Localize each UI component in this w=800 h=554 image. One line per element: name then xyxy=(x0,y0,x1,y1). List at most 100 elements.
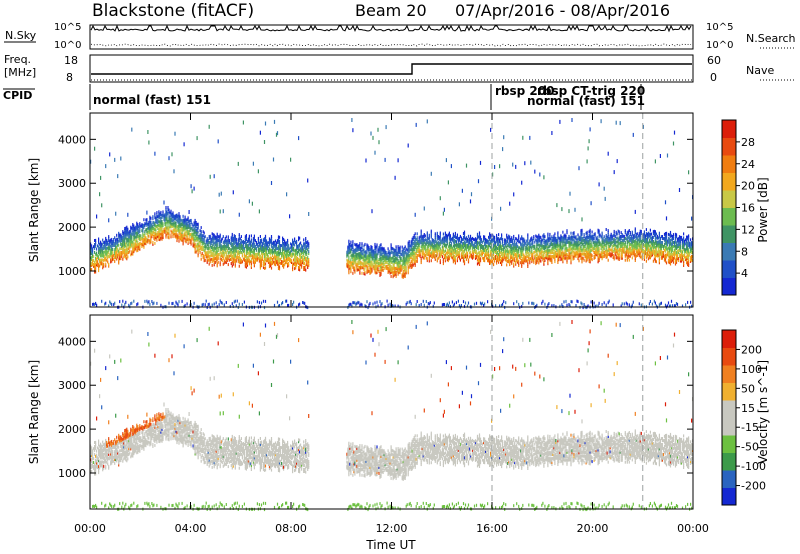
power-cell xyxy=(567,238,569,242)
power-cell xyxy=(453,248,455,252)
power-cell xyxy=(471,244,474,248)
power-cell xyxy=(360,260,362,264)
power-cell xyxy=(113,238,115,241)
power-cell xyxy=(122,247,124,251)
power-cell xyxy=(575,237,577,241)
power-cell xyxy=(402,252,404,256)
power-cell xyxy=(299,254,301,258)
power-cell xyxy=(151,223,153,227)
power-cell xyxy=(550,251,552,255)
power-cell xyxy=(196,222,198,226)
power-nearrange xyxy=(428,302,430,306)
power-cell xyxy=(98,247,100,251)
power-cell xyxy=(163,216,165,220)
power-cell xyxy=(497,237,499,241)
power-cell xyxy=(392,251,394,255)
power-cell xyxy=(233,236,235,240)
power-cell xyxy=(361,250,363,254)
power-cell xyxy=(203,231,205,235)
power-cell xyxy=(417,249,419,253)
power-cell xyxy=(264,244,267,248)
power-cell xyxy=(421,241,423,245)
power-cell xyxy=(522,237,524,241)
power-cell xyxy=(489,232,491,236)
power-cell xyxy=(566,258,568,262)
power-cell xyxy=(375,263,377,267)
power-cell xyxy=(353,250,355,254)
power-cell xyxy=(557,237,559,241)
power-cell xyxy=(98,263,100,267)
power-cell xyxy=(572,237,574,241)
power-cell xyxy=(387,263,389,267)
power-cell xyxy=(90,264,92,268)
power-scatter xyxy=(290,157,292,162)
power-cell xyxy=(443,256,445,260)
power-cell xyxy=(522,243,524,247)
power-cell xyxy=(174,221,176,224)
power-cell xyxy=(241,244,243,248)
power-cell xyxy=(535,248,537,252)
power-cell xyxy=(304,242,306,246)
power-cell xyxy=(166,218,168,222)
power-cell xyxy=(422,256,424,260)
power-cell xyxy=(505,250,507,254)
power-cell xyxy=(443,250,445,254)
power-nearrange xyxy=(307,306,309,310)
power-cell xyxy=(427,253,429,256)
power-cell xyxy=(148,238,150,242)
power-cell xyxy=(462,243,465,247)
power-cell xyxy=(391,250,393,254)
power-cell xyxy=(192,228,194,232)
power-cell xyxy=(366,245,368,249)
power-cell xyxy=(267,255,270,259)
power-cell xyxy=(377,262,379,266)
power-cell xyxy=(145,228,147,232)
power-cell xyxy=(533,260,535,264)
power-cell xyxy=(123,245,125,249)
power-cell xyxy=(521,235,523,239)
power-cell xyxy=(525,241,527,245)
power-cell xyxy=(434,248,436,252)
power-cell xyxy=(430,255,432,259)
power-cell xyxy=(167,231,169,235)
power-cell xyxy=(274,239,277,243)
power-cell xyxy=(123,255,125,259)
power-cell xyxy=(472,237,475,241)
power-cell xyxy=(560,248,562,252)
power-nearrange xyxy=(521,304,523,308)
power-cell xyxy=(560,234,562,238)
power-cell xyxy=(520,251,522,255)
power-cell xyxy=(392,263,394,267)
power-cell xyxy=(501,259,503,263)
power-scatter xyxy=(394,175,396,180)
power-cell xyxy=(399,255,401,259)
power-cell xyxy=(200,245,202,249)
power-cell xyxy=(528,251,530,255)
power-cell xyxy=(157,223,159,227)
power-cell xyxy=(563,254,565,258)
power-cell xyxy=(90,242,92,246)
power-cell xyxy=(430,233,432,237)
power-cell xyxy=(532,238,534,242)
power-cell xyxy=(270,240,273,244)
power-cell xyxy=(199,241,201,245)
power-cell xyxy=(495,247,497,251)
power-cell xyxy=(136,249,138,253)
power-cell xyxy=(545,242,547,246)
power-cell xyxy=(523,261,525,265)
power-cell xyxy=(432,250,434,254)
power-cell xyxy=(296,243,298,247)
power-cell xyxy=(569,248,571,252)
power-cell xyxy=(146,237,148,241)
power-cell xyxy=(393,264,395,268)
power-cell xyxy=(452,234,454,238)
power-cell xyxy=(126,231,128,235)
power-cell xyxy=(484,257,486,261)
power-cell xyxy=(445,237,447,241)
power-cell xyxy=(462,255,465,259)
power-cell xyxy=(498,237,500,241)
power-cell xyxy=(147,230,149,234)
power-cell xyxy=(442,258,444,262)
power-cell xyxy=(423,254,425,258)
power-cell xyxy=(439,243,441,247)
